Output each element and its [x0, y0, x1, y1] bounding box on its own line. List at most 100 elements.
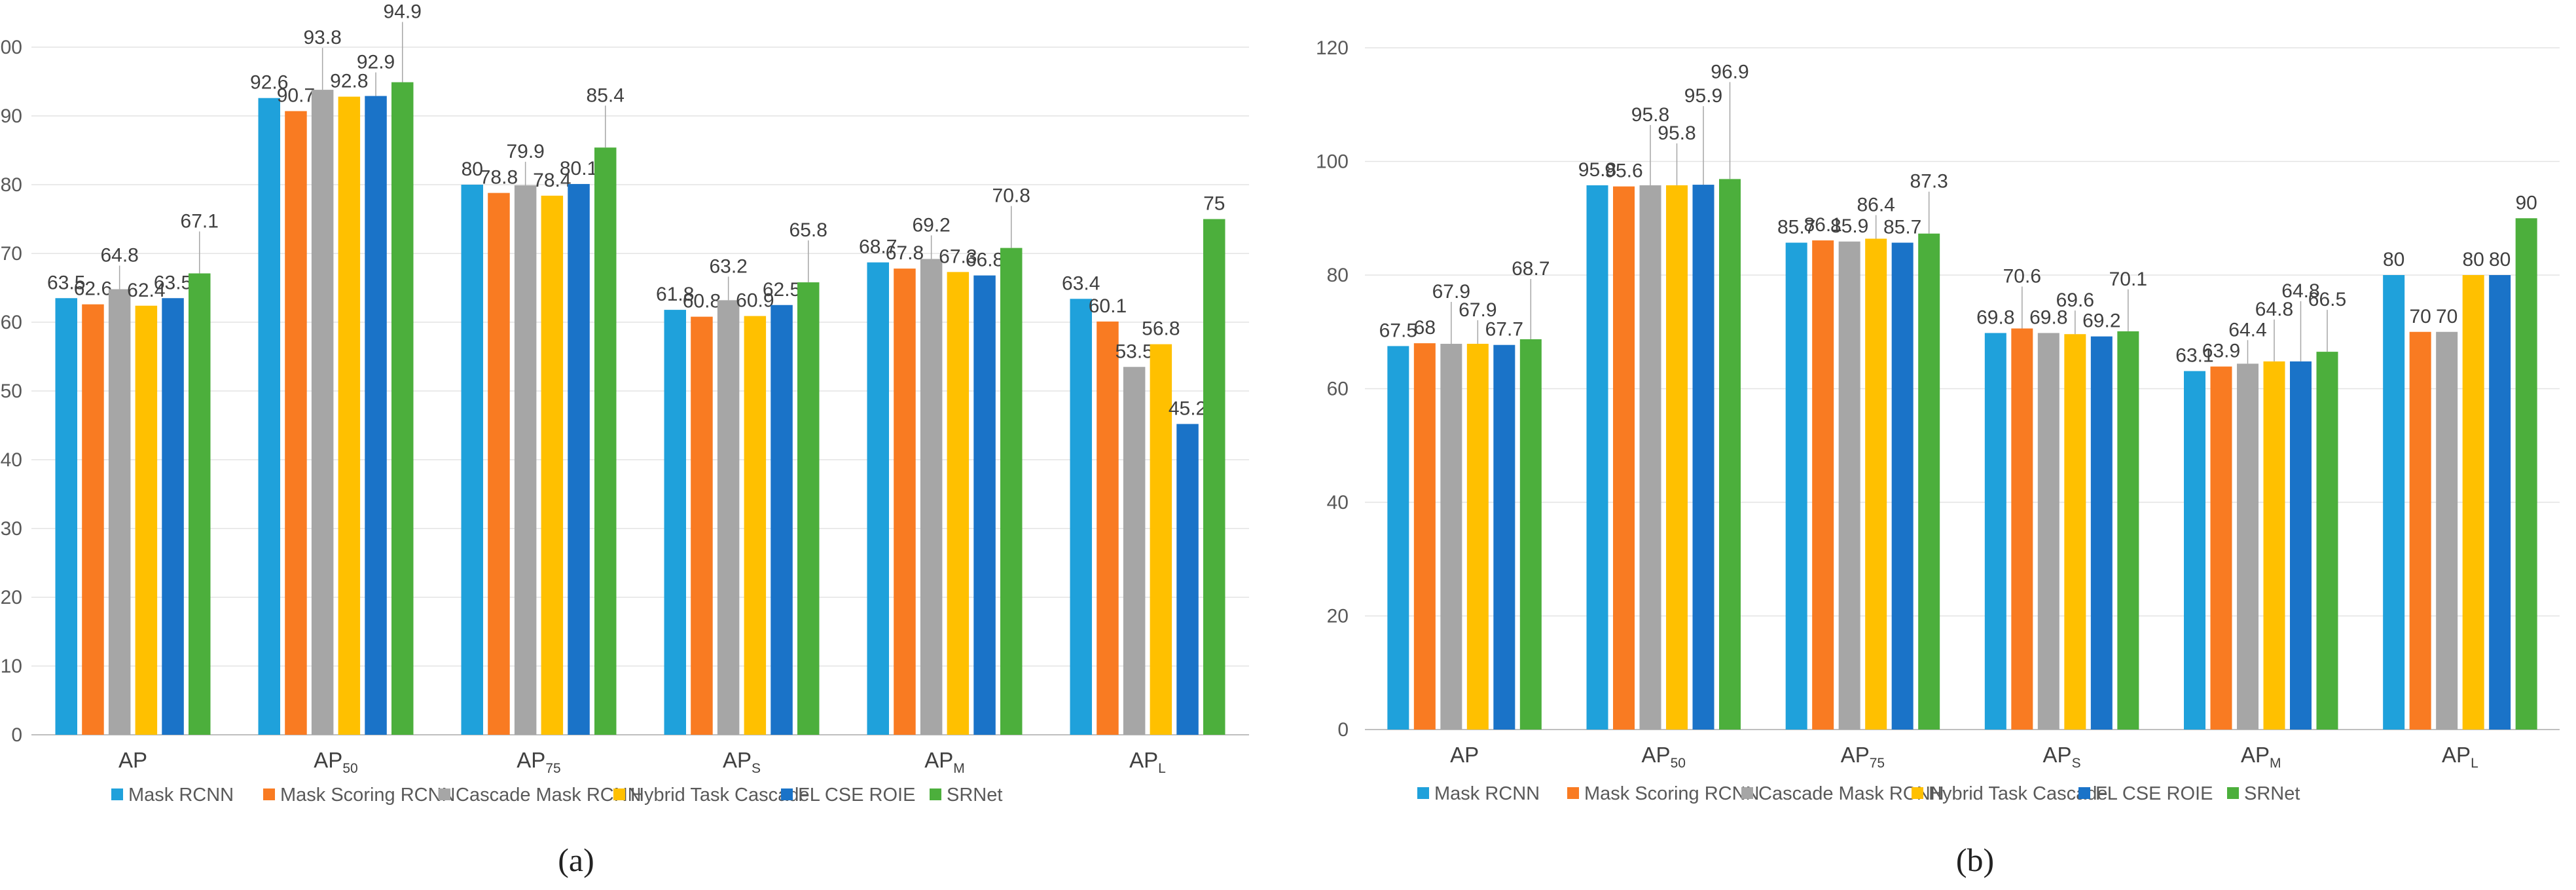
data-label: 69.6	[2056, 289, 2094, 311]
chart-panel-b: 02040608010012067.56867.967.967.768.7AP9…	[1316, 37, 2560, 804]
bar	[2064, 334, 2086, 730]
data-label: 79.9	[506, 141, 544, 162]
bar	[1123, 367, 1146, 735]
bar	[1387, 346, 1409, 730]
bar	[2237, 363, 2259, 730]
data-label: 64.8	[100, 245, 138, 267]
legend-swatch	[1567, 787, 1579, 799]
data-label: 56.8	[1142, 318, 1180, 340]
data-label: 68.7	[859, 236, 897, 258]
data-label: 87.3	[1910, 171, 1948, 193]
data-label: 70	[2436, 306, 2458, 327]
y-tick-label: 120	[1316, 37, 1349, 59]
bar	[1719, 179, 1741, 730]
x-category-label: AP	[118, 748, 147, 772]
bar	[1639, 185, 1661, 730]
bar	[717, 300, 740, 735]
y-tick-label: 70	[1, 243, 22, 265]
x-category-label: AP50	[314, 748, 357, 776]
bar	[2184, 371, 2205, 730]
bar	[285, 111, 307, 735]
data-label: 64.8	[2281, 280, 2319, 302]
data-label: 66.5	[2308, 289, 2346, 310]
data-label: 69.8	[2029, 306, 2067, 328]
data-label: 86.1	[1804, 214, 1841, 236]
data-label: 90.7	[277, 85, 315, 107]
y-tick-label: 40	[1, 449, 22, 471]
bar	[1150, 344, 1172, 735]
x-category-label: APL	[1129, 748, 1166, 776]
bar	[2383, 275, 2405, 730]
data-label: 70.1	[2109, 269, 2147, 290]
y-tick-label: 20	[1, 587, 22, 608]
data-label: 63.2	[709, 255, 747, 277]
data-label: 68.7	[1512, 258, 1550, 280]
data-label: 63.5	[154, 272, 192, 293]
data-label: 67.3	[939, 246, 977, 267]
bar	[461, 185, 483, 735]
data-label: 70.8	[992, 185, 1030, 207]
data-label: 64.4	[2228, 319, 2266, 341]
data-label: 92.8	[330, 71, 368, 92]
bar	[771, 305, 793, 735]
data-label: 60.1	[1089, 295, 1127, 317]
y-tick-label: 90	[1, 105, 22, 127]
x-category-label: APL	[2442, 743, 2478, 771]
bar	[2011, 328, 2033, 730]
bar	[2037, 333, 2059, 730]
data-label: 60.8	[683, 291, 721, 312]
bar	[894, 269, 916, 735]
data-label: 95.8	[1578, 159, 1616, 181]
bar	[365, 96, 387, 735]
bar	[2489, 275, 2511, 730]
bar	[1666, 185, 1688, 730]
bar	[1586, 185, 1608, 730]
bar	[1838, 241, 1860, 730]
data-label: 62.5	[763, 279, 801, 301]
x-category-label: AP75	[517, 748, 560, 776]
data-label: 65.8	[789, 219, 827, 241]
bar	[2462, 275, 2484, 730]
data-label: 95.9	[1684, 85, 1722, 107]
data-label: 67.9	[1432, 281, 1470, 303]
bar	[1070, 299, 1092, 735]
data-label: 63.1	[2175, 345, 2213, 367]
bar	[920, 259, 943, 735]
bar	[391, 82, 414, 735]
data-label: 67.1	[181, 210, 219, 232]
y-tick-label: 10	[1, 656, 22, 677]
bar	[1493, 344, 1515, 730]
data-label: 80	[2462, 249, 2484, 270]
data-label: 86.4	[1857, 194, 1895, 215]
bar	[2436, 331, 2458, 730]
bar	[947, 272, 970, 735]
y-tick-label: 100	[0, 37, 22, 58]
data-label: 62.4	[127, 280, 165, 301]
data-label: 96.9	[1711, 61, 1749, 83]
bar	[1692, 185, 1714, 730]
bar	[2290, 361, 2312, 730]
bar	[744, 316, 767, 735]
bar	[973, 275, 996, 735]
data-label: 63.5	[47, 272, 85, 293]
data-label: 45.2	[1169, 398, 1206, 419]
bar	[2090, 336, 2113, 730]
legend-label: Cascade Mask RCNN	[456, 785, 642, 806]
x-category-label: AP50	[1642, 743, 1686, 771]
x-category-label: APS	[723, 748, 761, 776]
data-label: 94.9	[384, 1, 422, 23]
bar	[1613, 186, 1635, 730]
bar	[2316, 352, 2338, 730]
data-label: 85.7	[1777, 217, 1815, 238]
legend-swatch	[781, 788, 793, 800]
legend-swatch	[1417, 787, 1429, 799]
bar	[162, 298, 184, 735]
bar	[514, 185, 537, 735]
data-label: 67.7	[1485, 319, 1523, 341]
y-tick-label: 60	[1327, 379, 1349, 400]
x-category-label: AP75	[1841, 743, 1885, 771]
data-label: 69.8	[1976, 306, 2014, 328]
panel-b-caption: (b)	[1956, 842, 1994, 878]
bar	[867, 262, 889, 735]
legend-label: Hybrid Task Cascade	[630, 785, 809, 806]
